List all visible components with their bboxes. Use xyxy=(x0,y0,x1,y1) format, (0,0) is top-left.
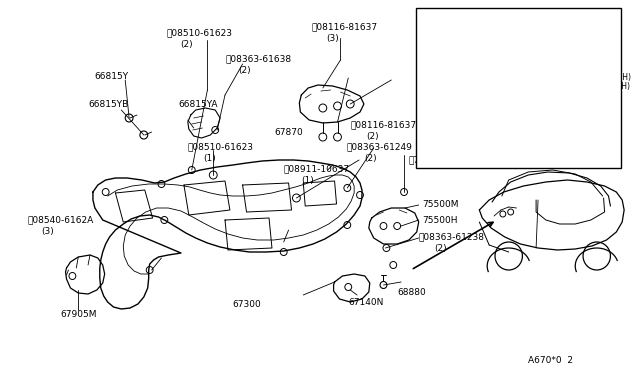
Text: (2): (2) xyxy=(435,244,447,253)
Text: (1): (1) xyxy=(204,154,216,163)
Text: Ⓝ08363-61238: Ⓝ08363-61238 xyxy=(419,232,484,241)
Text: Ⓝ08510-61623: Ⓝ08510-61623 xyxy=(166,28,232,37)
Text: ⓑ75500H: ⓑ75500H xyxy=(409,155,450,164)
Text: A670*0  2: A670*0 2 xyxy=(528,356,573,365)
Text: 67140N: 67140N xyxy=(348,298,383,307)
Text: 67300: 67300 xyxy=(233,300,262,309)
Text: Ⓝ08540-6162A: Ⓝ08540-6162A xyxy=(28,215,93,224)
Text: (2): (2) xyxy=(239,66,252,75)
Text: 67408: 67408 xyxy=(464,34,490,43)
Text: Ⓚ08911-10637: Ⓚ08911-10637 xyxy=(284,164,350,173)
Text: 67300: 67300 xyxy=(442,148,469,157)
Text: 68880: 68880 xyxy=(397,288,426,297)
Text: Ⓝ08363-61638: Ⓝ08363-61638 xyxy=(225,54,291,63)
Text: 66815YA: 66815YA xyxy=(178,100,218,109)
Text: CV: CV xyxy=(420,18,435,28)
Text: (2): (2) xyxy=(366,132,378,141)
Text: Ⓝ08510-61623: Ⓝ08510-61623 xyxy=(188,142,254,151)
Text: Ⓝ08363-61249: Ⓝ08363-61249 xyxy=(346,142,412,151)
Text: 66815Y: 66815Y xyxy=(94,72,128,81)
Text: 67633M(LH): 67633M(LH) xyxy=(583,82,630,91)
Text: 67632M(RH): 67632M(RH) xyxy=(583,73,631,82)
Text: 75500H: 75500H xyxy=(422,216,458,225)
Text: (3): (3) xyxy=(327,34,339,43)
Text: 67905M: 67905M xyxy=(61,310,97,319)
Text: (2): (2) xyxy=(364,154,376,163)
Bar xyxy=(416,8,621,168)
Text: 67409: 67409 xyxy=(508,68,534,77)
Text: (2): (2) xyxy=(180,40,193,49)
Text: Ⓜ08116-81637: Ⓜ08116-81637 xyxy=(311,22,377,31)
Text: 67870: 67870 xyxy=(274,128,303,137)
Text: 75500M: 75500M xyxy=(422,200,459,209)
Text: Ⓜ08116-81637: Ⓜ08116-81637 xyxy=(350,120,417,129)
Text: (1): (1) xyxy=(301,176,314,185)
Text: 66815YB: 66815YB xyxy=(88,100,128,109)
Text: (3): (3) xyxy=(41,227,54,236)
